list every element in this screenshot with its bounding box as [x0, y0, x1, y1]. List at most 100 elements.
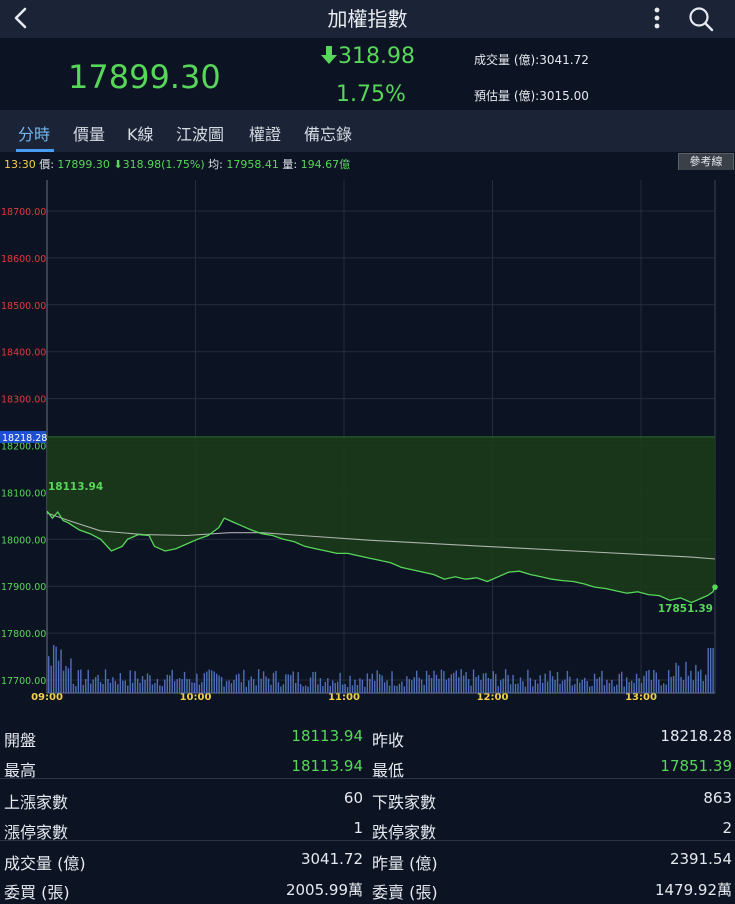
volume-bar: [366, 673, 369, 693]
volume-bar: [428, 675, 430, 693]
volume-bar: [341, 684, 344, 693]
volume-bar: [80, 669, 82, 693]
stat-value: 18113.94: [291, 757, 363, 775]
y-tick-label: 18100.00: [1, 488, 46, 499]
volume-bar: [613, 686, 616, 693]
prev-close-tag-label: 18218.28: [2, 433, 47, 444]
search-icon[interactable]: [687, 5, 715, 33]
volume-bar: [485, 672, 487, 693]
volume-bar: [554, 679, 556, 693]
volume-bar: [517, 683, 519, 693]
stat-value: 2: [722, 819, 732, 837]
volume-bar: [245, 686, 247, 693]
volume-bar: [67, 668, 70, 693]
tab-warrants[interactable]: 權證: [249, 125, 282, 144]
volume-bar: [334, 682, 336, 693]
volume-bar: [695, 664, 697, 693]
volume-bar: [502, 678, 504, 693]
back-chevron-icon[interactable]: [8, 4, 36, 32]
volume-bar: [393, 685, 396, 693]
tab-jiangbo-chart[interactable]: 江波圖: [176, 125, 225, 144]
volume-bar: [591, 685, 593, 693]
volume-bar: [635, 673, 638, 693]
volume-bar: [413, 677, 415, 693]
volume-bar: [663, 683, 665, 693]
volume-bar: [218, 675, 220, 693]
volume-bar: [99, 681, 102, 693]
stat-label: 開盤: [4, 731, 37, 750]
tab-price-volume[interactable]: 價量: [73, 125, 106, 144]
volume-bar: [702, 681, 704, 693]
volume-bar: [465, 672, 467, 693]
volume-bar: [124, 680, 126, 693]
stat-label: 成交量 (億): [4, 854, 86, 873]
volume-bar: [243, 669, 245, 693]
volume-bar: [89, 683, 92, 693]
stat-value: 3041.72: [300, 850, 363, 868]
volume-bar: [453, 672, 455, 693]
volume-bar: [433, 670, 435, 693]
volume-bar: [561, 680, 564, 693]
stats-row: 漲停家數 1 跌停家數 2: [0, 814, 735, 844]
tab-k-line[interactable]: K線: [127, 125, 154, 144]
stat-value: 2005.99萬: [285, 881, 363, 899]
volume-bar: [55, 646, 57, 693]
volume-bar: [670, 676, 672, 693]
reference-line-button[interactable]: 參考線: [678, 153, 734, 171]
volume-bar: [297, 672, 299, 693]
volume-bar: [633, 682, 635, 693]
volume-bar: [537, 683, 539, 693]
volume-bar: [374, 680, 376, 693]
y-tick-label: 17700.00: [1, 676, 46, 687]
volume-bar: [574, 684, 576, 693]
volume-bar: [490, 679, 492, 693]
tab-intraday[interactable]: 分時: [18, 125, 51, 144]
volume-bar: [581, 679, 583, 693]
info-change: ⬇318.98(1.75%): [113, 158, 205, 171]
volume-bar: [240, 682, 243, 693]
volume-bar: [700, 669, 702, 693]
volume-bar: [524, 686, 527, 693]
volume-bar: [277, 682, 280, 693]
tab-memo[interactable]: 備忘錄: [304, 125, 353, 144]
volume-bar: [391, 671, 393, 693]
volume-bar: [215, 673, 218, 693]
volume-bar: [408, 679, 411, 693]
stat-value: 2391.54: [669, 850, 732, 868]
volume-bar: [660, 685, 662, 693]
volume-bar: [593, 673, 596, 693]
volume-bar: [295, 682, 297, 693]
volume-bar: [178, 678, 181, 693]
volume-bar: [201, 682, 203, 693]
stats-row: 上漲家數 60 下跌家數 863: [0, 784, 735, 814]
x-tick-label: 09:00: [31, 692, 63, 700]
y-tick-label: 18600.00: [1, 254, 46, 265]
x-tick-label: 13:00: [625, 692, 657, 700]
volume-bar: [460, 669, 462, 693]
volume-bar: [319, 678, 322, 693]
info-price-label: 價:: [39, 158, 54, 171]
stat-label: 昨收: [372, 731, 405, 750]
stat-value: 17851.39: [660, 757, 732, 775]
volume-bar: [346, 686, 349, 693]
current-price: 17899.30: [68, 58, 221, 96]
more-options-icon[interactable]: [648, 6, 666, 30]
y-tick-label: 18400.00: [1, 348, 46, 359]
volume-bar: [623, 686, 625, 693]
volume-bar: [75, 686, 77, 693]
volume-bar: [149, 675, 151, 693]
low-annotation: 17851.39: [658, 603, 713, 615]
volume-bar: [122, 680, 124, 693]
volume-bar: [672, 675, 675, 693]
volume-bar: [376, 670, 378, 693]
average-price-line: [46, 512, 716, 560]
volume-bar: [601, 670, 603, 693]
volume-bar: [596, 678, 598, 693]
intraday-chart: 18700.00 18600.00 18500.00 18400.00 18300.00…: [0, 170, 735, 700]
volume-bar: [603, 685, 606, 693]
volume-bar: [616, 684, 618, 693]
stat-label: 委賣 (張): [372, 883, 438, 902]
info-vol: 194.67億: [300, 158, 351, 171]
volume-bar: [643, 675, 645, 693]
volume-bar: [292, 671, 294, 693]
